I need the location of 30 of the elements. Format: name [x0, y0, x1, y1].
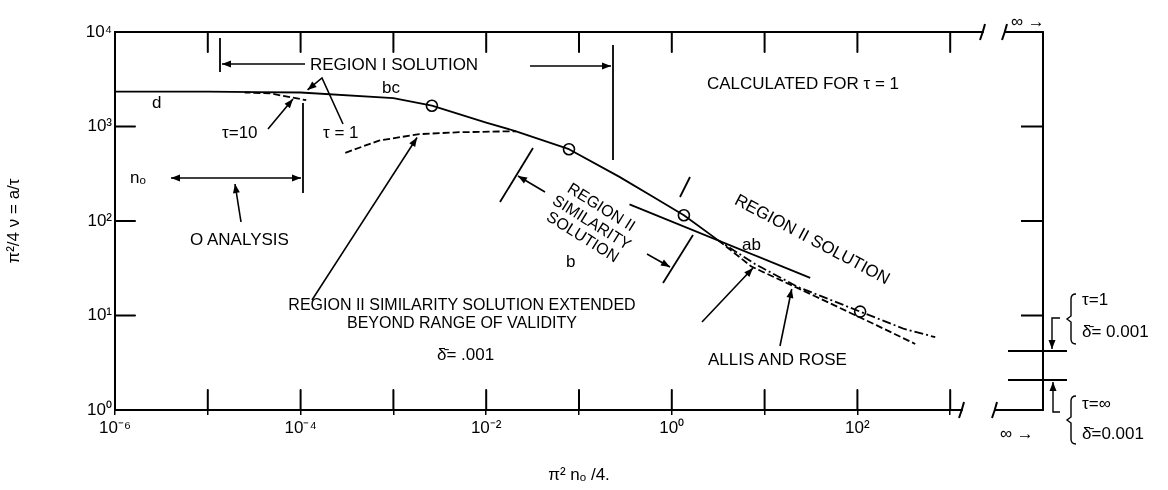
y-tick-label: 10¹ — [87, 305, 113, 325]
text: ∞ → — [1000, 423, 1034, 444]
x-tick-label: 10² — [845, 417, 871, 437]
y-axis-title: π²/4 ν = a/τ — [3, 178, 23, 264]
annotation: REGION I SOLUTION — [310, 54, 479, 75]
text: τ=∞ — [1082, 393, 1111, 414]
annotation: REGION II SIMILARITY SOLUTION EXTENDED BEYOND RANGE OF VALIDITY — [287, 296, 637, 332]
annotation: ALLIS AND ROSE — [708, 349, 847, 370]
annotation: τ=10 — [222, 122, 258, 143]
annotation: nₒ — [130, 167, 146, 188]
y-tick-label: 10⁴ — [85, 21, 112, 41]
annotation: O ANALYSIS — [190, 229, 289, 250]
x-tick-label: 10⁻² — [470, 417, 502, 437]
annotation: CALCULATED FOR τ = 1 — [707, 73, 900, 94]
annotation: τ = 1 — [323, 122, 359, 143]
x-tick-label: 10⁻⁴ — [284, 417, 317, 437]
text: δ̄= 0.001 — [1082, 321, 1149, 342]
x-tick-label: 10⁰ — [659, 417, 685, 437]
text: τ=1 — [1082, 289, 1109, 310]
y-tick-label: 10⁰ — [87, 399, 112, 419]
x-axis-title: π² nₒ /4. — [548, 465, 610, 485]
text: δ̄=0.001 — [1082, 423, 1144, 444]
text: ∞ → — [1011, 11, 1045, 32]
annotation: d — [152, 92, 162, 113]
y-tick-label: 10² — [87, 210, 113, 230]
y-tick-label: 10³ — [87, 116, 113, 136]
annotation: δ̄= .001 — [437, 344, 495, 365]
annotation: ab — [742, 234, 761, 255]
annotation: bc — [382, 77, 400, 98]
x-tick-label: 10⁻⁶ — [99, 417, 131, 437]
